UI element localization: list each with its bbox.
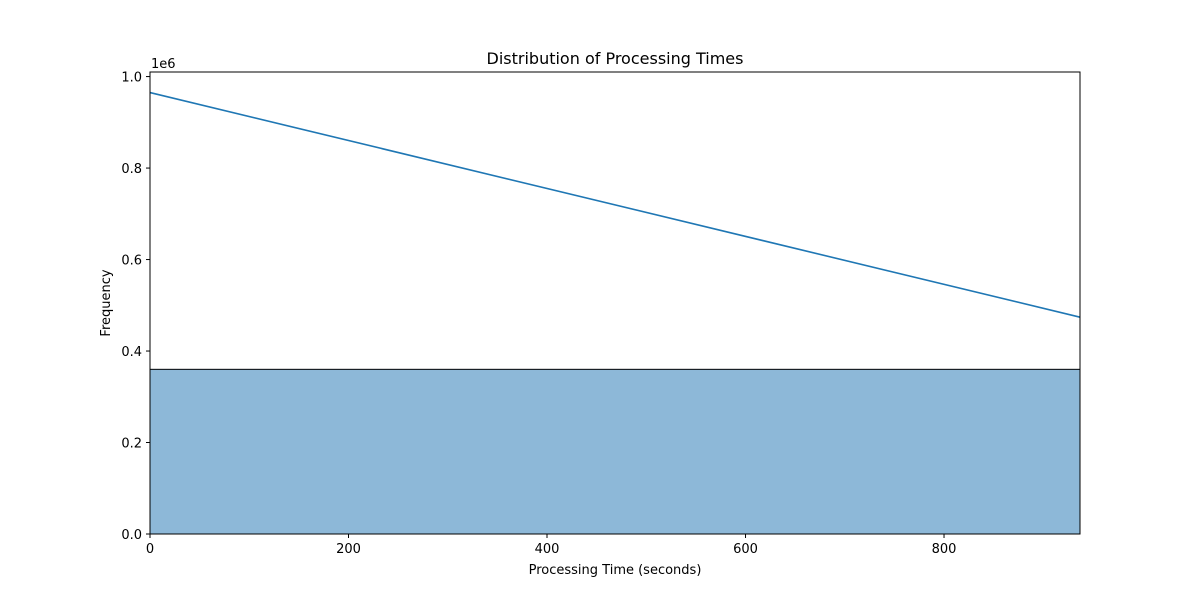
y-tick-label-2: 0.4 <box>121 345 142 360</box>
x-tick-label-0: 0 <box>146 542 154 557</box>
y-tick-label-5: 1.0 <box>121 71 142 86</box>
chart-title: Distribution of Processing Times <box>487 49 744 68</box>
x-tick-label-2: 400 <box>535 542 560 557</box>
x-tick-label-3: 600 <box>733 542 758 557</box>
density-line-0 <box>149 91 1081 318</box>
histogram-bar-0 <box>149 368 1081 535</box>
y-tick-label-1: 0.2 <box>121 437 142 452</box>
x-axis-label: Processing Time (seconds) <box>529 563 702 578</box>
y-tick-label-0: 0.0 <box>121 528 142 543</box>
y-tick-label-3: 0.6 <box>121 254 142 269</box>
y-tick-label-4: 0.8 <box>121 162 142 177</box>
plot-area: 0 200 400 600 800 0.0 0.2 0.4 0.6 0.8 1.0 <box>121 71 1081 557</box>
x-tick-label-4: 800 <box>932 542 957 557</box>
y-axis-label: Frequency <box>99 269 114 336</box>
axes-frame <box>149 71 1081 535</box>
y-offset-label: 1e6 <box>151 57 176 72</box>
x-tick-label-1: 200 <box>336 542 361 557</box>
